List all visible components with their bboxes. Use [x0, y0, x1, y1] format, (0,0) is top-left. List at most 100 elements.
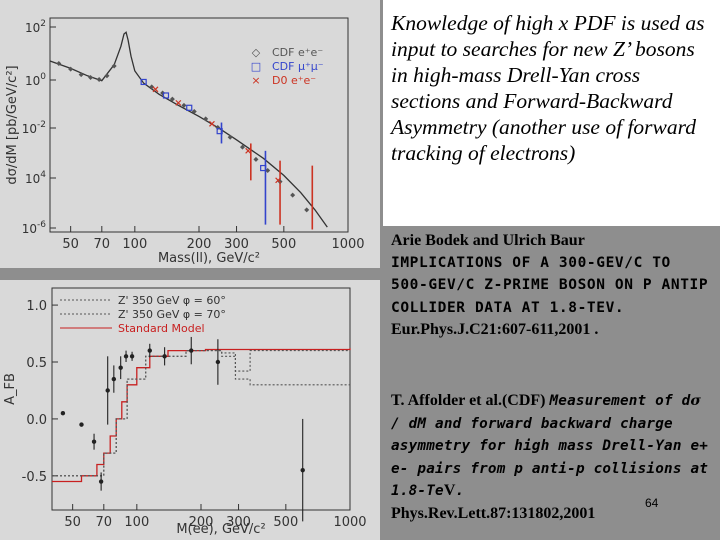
data-point-d0-ee: [152, 86, 159, 93]
ref2-title-v: V: [443, 482, 456, 499]
data-point-cdf-mumu: [162, 92, 170, 99]
ref2-title-a: Measurement of d: [549, 393, 691, 409]
text-panel: Knowledge of high x PDF is used as input…: [383, 0, 720, 540]
x-tick-label: 1000: [331, 237, 364, 252]
x-axis-label: Mass(ll), GeV/c²: [158, 251, 260, 266]
x-axis-label: M(ee), GeV/c²: [176, 522, 265, 537]
x-tick-label: 50: [64, 515, 81, 530]
data-point-cdf-mumu: [186, 104, 193, 111]
headline-box: Knowledge of high x PDF is used as input…: [383, 0, 720, 226]
afb-plot-svg: 50 70 100 200 300 500 1000 1.0 0.5 0.0 -0.5 M(ee), …: [3, 287, 367, 537]
ref1-title: IMPLICATIONS OF A 300-GEV/C TO 500-GEV/C…: [391, 254, 709, 316]
y-tick-label: 0.5: [26, 356, 47, 371]
legend-label: D0 e⁺e⁻: [272, 74, 316, 87]
data-point: [118, 365, 123, 370]
ref2-journal: Phys.Rev.Lett.87:131802,2001: [391, 504, 596, 522]
legend-marker: ×: [251, 74, 260, 87]
data-point: [111, 376, 117, 382]
legend-label: Z' 350 GeV φ = 60°: [118, 294, 226, 307]
data-point: [129, 354, 135, 359]
legend-label: CDF μ⁺μ⁻: [272, 60, 324, 73]
ref2-title-c: .: [455, 483, 465, 499]
data-point: [91, 439, 97, 444]
y-tick-base: 10: [22, 222, 37, 236]
data-point-cdf-ee: [290, 192, 296, 198]
data-point-cdf-ee: [88, 75, 94, 81]
y-tick-exponent: 4: [40, 170, 46, 180]
data-point-cdf-ee: [104, 73, 110, 79]
y-tick-label: 0.0: [26, 413, 47, 428]
y-tick-label: 10-2: [22, 120, 46, 136]
y-tick-label: 10-6: [22, 220, 47, 236]
data-point-cdf-ee: [181, 102, 187, 108]
data-point-cdf-ee: [253, 156, 259, 162]
cross-section-plot: 50 70 100 200 300 500 1000 102 100 10-2 104 10-6 Mas…: [0, 0, 380, 268]
data-point-d0-ee: [175, 99, 182, 106]
data-point: [215, 359, 221, 365]
data-point: [60, 411, 66, 416]
data-point-d0-ee: [275, 177, 282, 184]
data-point-cdf-ee: [78, 72, 84, 78]
data-point-d0-ee: [245, 147, 252, 154]
x-tick-label: 1000: [333, 515, 366, 530]
data-point-cdf-mumu: [140, 78, 147, 86]
x-tick-label: 200: [189, 515, 214, 530]
y-tick-label: -0.5: [22, 470, 47, 485]
zprime-line: [52, 350, 350, 477]
data-point-cdf-ee: [203, 116, 209, 122]
data-point-cdf-mumu: [216, 128, 223, 135]
reference-bodek-baur: Arie Bodek and Ulrich Baur IMPLICATIONS O…: [391, 230, 711, 341]
y-axis-label: dσ/dM [pb/GeV/c²]: [5, 65, 20, 184]
ref2-title-b: / dM and forward backward charge asymmet…: [391, 415, 709, 500]
data-point-cdf-ee: [96, 76, 102, 82]
reference-affolder: T. Affolder et al.(CDF) Measurement of d…: [391, 390, 711, 524]
data-point-cdf-ee: [191, 108, 197, 114]
y-tick-base: 10: [25, 74, 40, 88]
y-tick-label: 104: [25, 170, 46, 186]
data-point-cdf-mumu: [260, 164, 267, 172]
legend-marker: □: [251, 60, 261, 73]
legend-label: Z' 350 GeV φ = 70°: [118, 308, 226, 321]
y-tick-label: 1.0: [26, 299, 47, 314]
y-tick-label: 102: [25, 19, 46, 35]
data-point: [98, 479, 104, 484]
y-tick-base: 10: [25, 21, 40, 35]
y-tick-exponent: 0: [40, 72, 46, 82]
x-tick-label: 300: [224, 237, 249, 252]
data-point: [123, 354, 129, 359]
data-point-cdf-ee: [227, 134, 233, 140]
x-tick-label: 50: [62, 237, 79, 252]
zprime-line: [52, 350, 350, 477]
theory-curve: [49, 31, 328, 228]
y-tick-base: 10: [22, 122, 37, 136]
y-axis-label: A_FB: [3, 373, 18, 405]
ref2-authors: T. Affolder et al.(CDF): [391, 392, 550, 409]
legend-marker: ◇: [252, 46, 261, 59]
standard-model-line: [52, 348, 351, 483]
x-tick-label: 100: [122, 237, 147, 252]
x-tick-label: 200: [187, 237, 212, 252]
data-point: [79, 422, 84, 427]
data-point-cdf-ee: [265, 168, 271, 174]
page-number: 64: [645, 496, 659, 510]
x-tick-label: 70: [94, 237, 111, 252]
data-point: [105, 388, 110, 393]
y-tick-base: 10: [25, 172, 40, 186]
x-tick-label: 500: [273, 515, 298, 530]
ref2-sigma: σ: [690, 393, 702, 409]
x-tick-label: 70: [96, 515, 113, 530]
headline: Knowledge of high x PDF is used as input…: [391, 11, 705, 165]
data-point-cdf-ee: [149, 84, 155, 90]
data-point-cdf-ee: [169, 96, 175, 102]
data-point-cdf-ee: [240, 144, 246, 150]
data-point: [147, 348, 152, 353]
y-tick-exponent: -2: [37, 120, 46, 130]
data-point-cdf-ee: [304, 207, 310, 213]
data-point: [162, 354, 167, 359]
data-point-cdf-ee: [68, 66, 74, 72]
legend-label: CDF e⁺e⁻: [272, 46, 323, 59]
data-point: [300, 467, 305, 473]
y-tick-label: 100: [25, 72, 46, 88]
cross-section-plot-svg: 50 70 100 200 300 500 100010210010-210410-6Mas…: [5, 17, 365, 266]
legend-label: Standard Model: [118, 322, 205, 335]
